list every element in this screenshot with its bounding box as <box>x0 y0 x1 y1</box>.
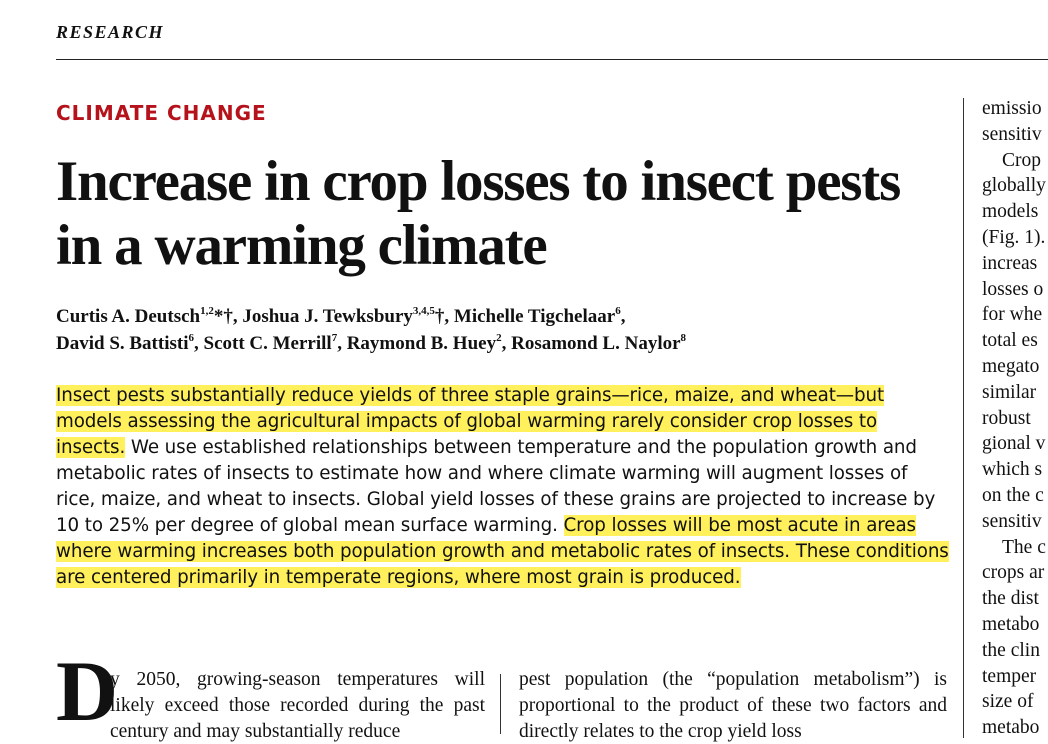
author-entry: Rosamond L. Naylor8 <box>511 332 687 355</box>
body-column-1: y 2050, growing-season temperatures will… <box>110 669 485 742</box>
section-label: RESEARCH <box>56 22 165 42</box>
author-entry: Raymond B. Huey2, <box>346 332 512 355</box>
right-column-line: megato <box>982 355 1040 377</box>
header-rule <box>56 59 1048 60</box>
author-entry: David S. Battisti6, <box>56 332 204 355</box>
right-column-line: increas <box>982 252 1038 274</box>
right-column-line: sensitiv <box>982 510 1042 532</box>
right-column-line: robust <box>982 407 1031 429</box>
right-column-line: globally <box>982 175 1046 197</box>
right-column-line: total es <box>982 330 1038 352</box>
column-divider <box>963 98 964 738</box>
right-column-line: which s <box>982 459 1043 481</box>
abstract-text: We use established relationships between… <box>56 437 936 536</box>
column-divider <box>500 674 501 734</box>
right-column-line: Crop <box>1002 149 1041 171</box>
right-column-line: emissio <box>982 98 1042 119</box>
right-column-line: losses o <box>982 278 1044 300</box>
right-column-line: the clin <box>982 639 1040 661</box>
right-column-line: the dist <box>982 588 1039 610</box>
right-column-line: similar <box>982 381 1037 403</box>
author-entry: Joshua J. Tewksbury3,4,5†, <box>242 305 454 328</box>
right-column-line: metabo <box>982 717 1040 739</box>
article-kicker: CLIMATE CHANGE <box>56 101 267 125</box>
right-column-line: for whe <box>982 304 1043 326</box>
author-entry: Scott C. Merrill7, <box>203 332 347 355</box>
right-column-line: metabo <box>982 613 1040 635</box>
right-column-line: (Fig. 1). <box>982 226 1046 248</box>
right-column-line: models <box>982 201 1039 223</box>
body-column-2: pest population (the “population metabol… <box>519 669 947 742</box>
right-column-text: emissio sensitiv Crop globally models (Fig. 1… <box>982 96 1048 741</box>
author-entry: Michelle Tigchelaar6, <box>453 305 626 328</box>
right-column-line: crops ar <box>982 562 1045 584</box>
abstract: Insect pests substantially reduce yields… <box>56 383 951 591</box>
right-column-line: sensitiv <box>982 123 1042 145</box>
author-list: Curtis A. Deutsch1,2*†, Joshua J. Tewksb… <box>56 303 956 357</box>
right-column-line: gional v <box>982 433 1046 455</box>
author-entry: Curtis A. Deutsch1,2*†, <box>56 305 243 328</box>
right-column-line: The c <box>1002 536 1046 558</box>
drop-cap: D <box>56 643 119 739</box>
right-column-line: size of <box>982 691 1034 713</box>
article-title: Increase in crop losses to insect pests … <box>56 150 901 277</box>
right-column-line: temper <box>982 665 1037 687</box>
right-column-line: on the c <box>982 484 1044 506</box>
